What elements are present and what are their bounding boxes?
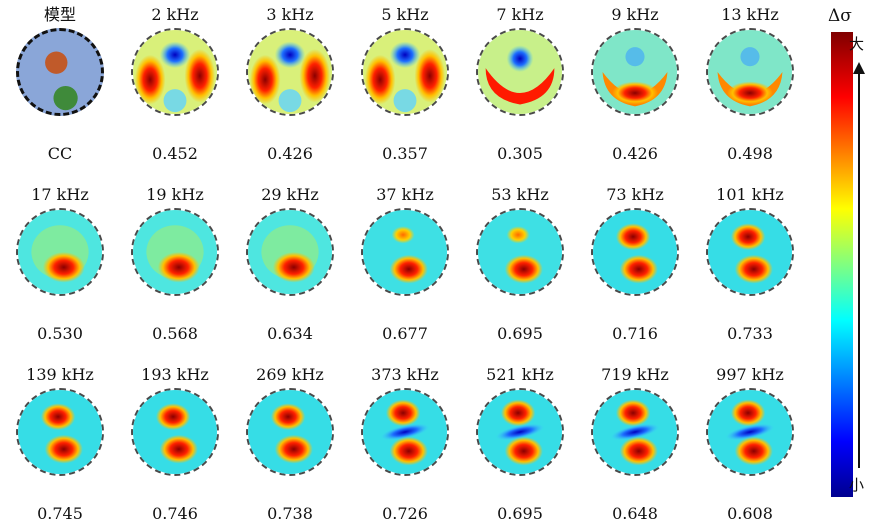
panel-cell: 5 kHz: [355, 0, 455, 170]
panel-frequency: 101 kHz: [716, 185, 784, 204]
reconstruction-image: [131, 208, 219, 296]
panel-cell: 7 kHz: [470, 0, 570, 170]
panel-cc-value: 0.648: [612, 504, 658, 523]
reconstruction-image: [706, 28, 794, 116]
panel-cell: 29 kHz: [240, 180, 340, 350]
model-disk: [16, 28, 104, 116]
panel-cc-value: 0.498: [727, 144, 773, 163]
panel-frequency: 373 kHz: [371, 365, 439, 384]
panel-frequency: 521 kHz: [486, 365, 554, 384]
panel-cell: 193 kHz: [125, 360, 225, 530]
panel-cell: 17 kHz: [10, 180, 110, 350]
panel-cell: 719 kHz: [585, 360, 685, 530]
reconstruction-image: [361, 208, 449, 296]
panel-frequency: 193 kHz: [141, 365, 209, 384]
panel-cc-value: 0.677: [382, 324, 428, 343]
inclusion-orange: [45, 51, 68, 74]
panel-cell: 37 kHz: [355, 180, 455, 350]
reconstruction-image: [246, 388, 334, 476]
panel-cell: 521 kHz: [470, 360, 570, 530]
panel-cell: 3 kHz: [240, 0, 340, 170]
panel-cell: 2 kHz: [125, 0, 225, 170]
panel-cc-value: 0.608: [727, 504, 773, 523]
reconstruction-image: [131, 28, 219, 116]
model-cc-label: CC: [47, 144, 73, 163]
panel-frequency: 13 kHz: [721, 5, 779, 24]
panel-cc-value: 0.357: [382, 144, 428, 163]
panel-frequency: 53 kHz: [491, 185, 549, 204]
panel-frequency: 19 kHz: [146, 185, 204, 204]
panel-frequency: 29 kHz: [261, 185, 319, 204]
colorbar: [831, 32, 853, 497]
panel-cell: 19 kHz: [125, 180, 225, 350]
panel-cell: 139 kHz: [10, 360, 110, 530]
panel-cc-value: 0.745: [37, 504, 83, 523]
reconstruction-image: [361, 28, 449, 116]
panel-cell: 269 kHz: [240, 360, 340, 530]
panel-frequency: 719 kHz: [601, 365, 669, 384]
panel-frequency: 37 kHz: [376, 185, 434, 204]
panel-frequency: 17 kHz: [31, 185, 89, 204]
reconstruction-image: [591, 28, 679, 116]
panel-frequency: 9 kHz: [611, 5, 659, 24]
reconstruction-image: [706, 208, 794, 296]
panel-frequency: 997 kHz: [716, 365, 784, 384]
reconstruction-image: [706, 388, 794, 476]
reconstruction-image: [246, 208, 334, 296]
panel-frequency: 269 kHz: [256, 365, 324, 384]
panel-cc-value: 0.426: [267, 144, 313, 163]
inclusion-green: [53, 85, 78, 111]
reconstruction-image: [476, 388, 564, 476]
panel-cc-value: 0.568: [152, 324, 198, 343]
panel-cc-value: 0.746: [152, 504, 198, 523]
panel-cc-value: 0.726: [382, 504, 428, 523]
colorbar-title: Δσ: [828, 6, 852, 26]
colorbar-arrowhead: [853, 62, 865, 74]
panel-cell: 53 kHz: [470, 180, 570, 350]
panel-frequency: 73 kHz: [606, 185, 664, 204]
model-cell: 模型 CC: [10, 0, 110, 170]
reconstruction-image: [16, 388, 104, 476]
panel-cell: 13 kHz: [700, 0, 800, 170]
reconstruction-image: [476, 208, 564, 296]
panel-cell: 997 kHz: [700, 360, 800, 530]
panel-cc-value: 0.733: [727, 324, 773, 343]
panel-frequency: 139 kHz: [26, 365, 94, 384]
panel-cell: 9 kHz: [585, 0, 685, 170]
reconstruction-image: [476, 28, 564, 116]
panel-cell: 101 kHz: [700, 180, 800, 350]
panel-cc-value: 0.530: [37, 324, 83, 343]
panel-cc-value: 0.634: [267, 324, 313, 343]
reconstruction-image: [131, 388, 219, 476]
panel-cc-value: 0.452: [152, 144, 198, 163]
model-label: 模型: [43, 5, 76, 24]
colorbar-arrow-line: [858, 66, 860, 468]
panel-frequency: 2 kHz: [151, 5, 199, 24]
panel-cell: 73 kHz: [585, 180, 685, 350]
panel-cc-value: 0.305: [497, 144, 543, 163]
panel-cc-value: 0.738: [267, 504, 313, 523]
colorbar-bottom-label: 小: [849, 476, 865, 494]
reconstruction-image: [16, 208, 104, 296]
reconstruction-image: [591, 388, 679, 476]
panel-frequency: 7 kHz: [496, 5, 544, 24]
reconstruction-image: [361, 388, 449, 476]
reconstruction-image: [591, 208, 679, 296]
reconstruction-image: [246, 28, 334, 116]
colorbar-top-label: 大: [849, 35, 865, 53]
panel-cc-value: 0.695: [497, 504, 543, 523]
panel-cell: 373 kHz: [355, 360, 455, 530]
panel-frequency: 3 kHz: [266, 5, 314, 24]
panel-cc-value: 0.716: [612, 324, 658, 343]
panel-frequency: 5 kHz: [381, 5, 429, 24]
panel-cc-value: 0.695: [497, 324, 543, 343]
model-inclusions: [45, 51, 78, 111]
panel-cc-value: 0.426: [612, 144, 658, 163]
